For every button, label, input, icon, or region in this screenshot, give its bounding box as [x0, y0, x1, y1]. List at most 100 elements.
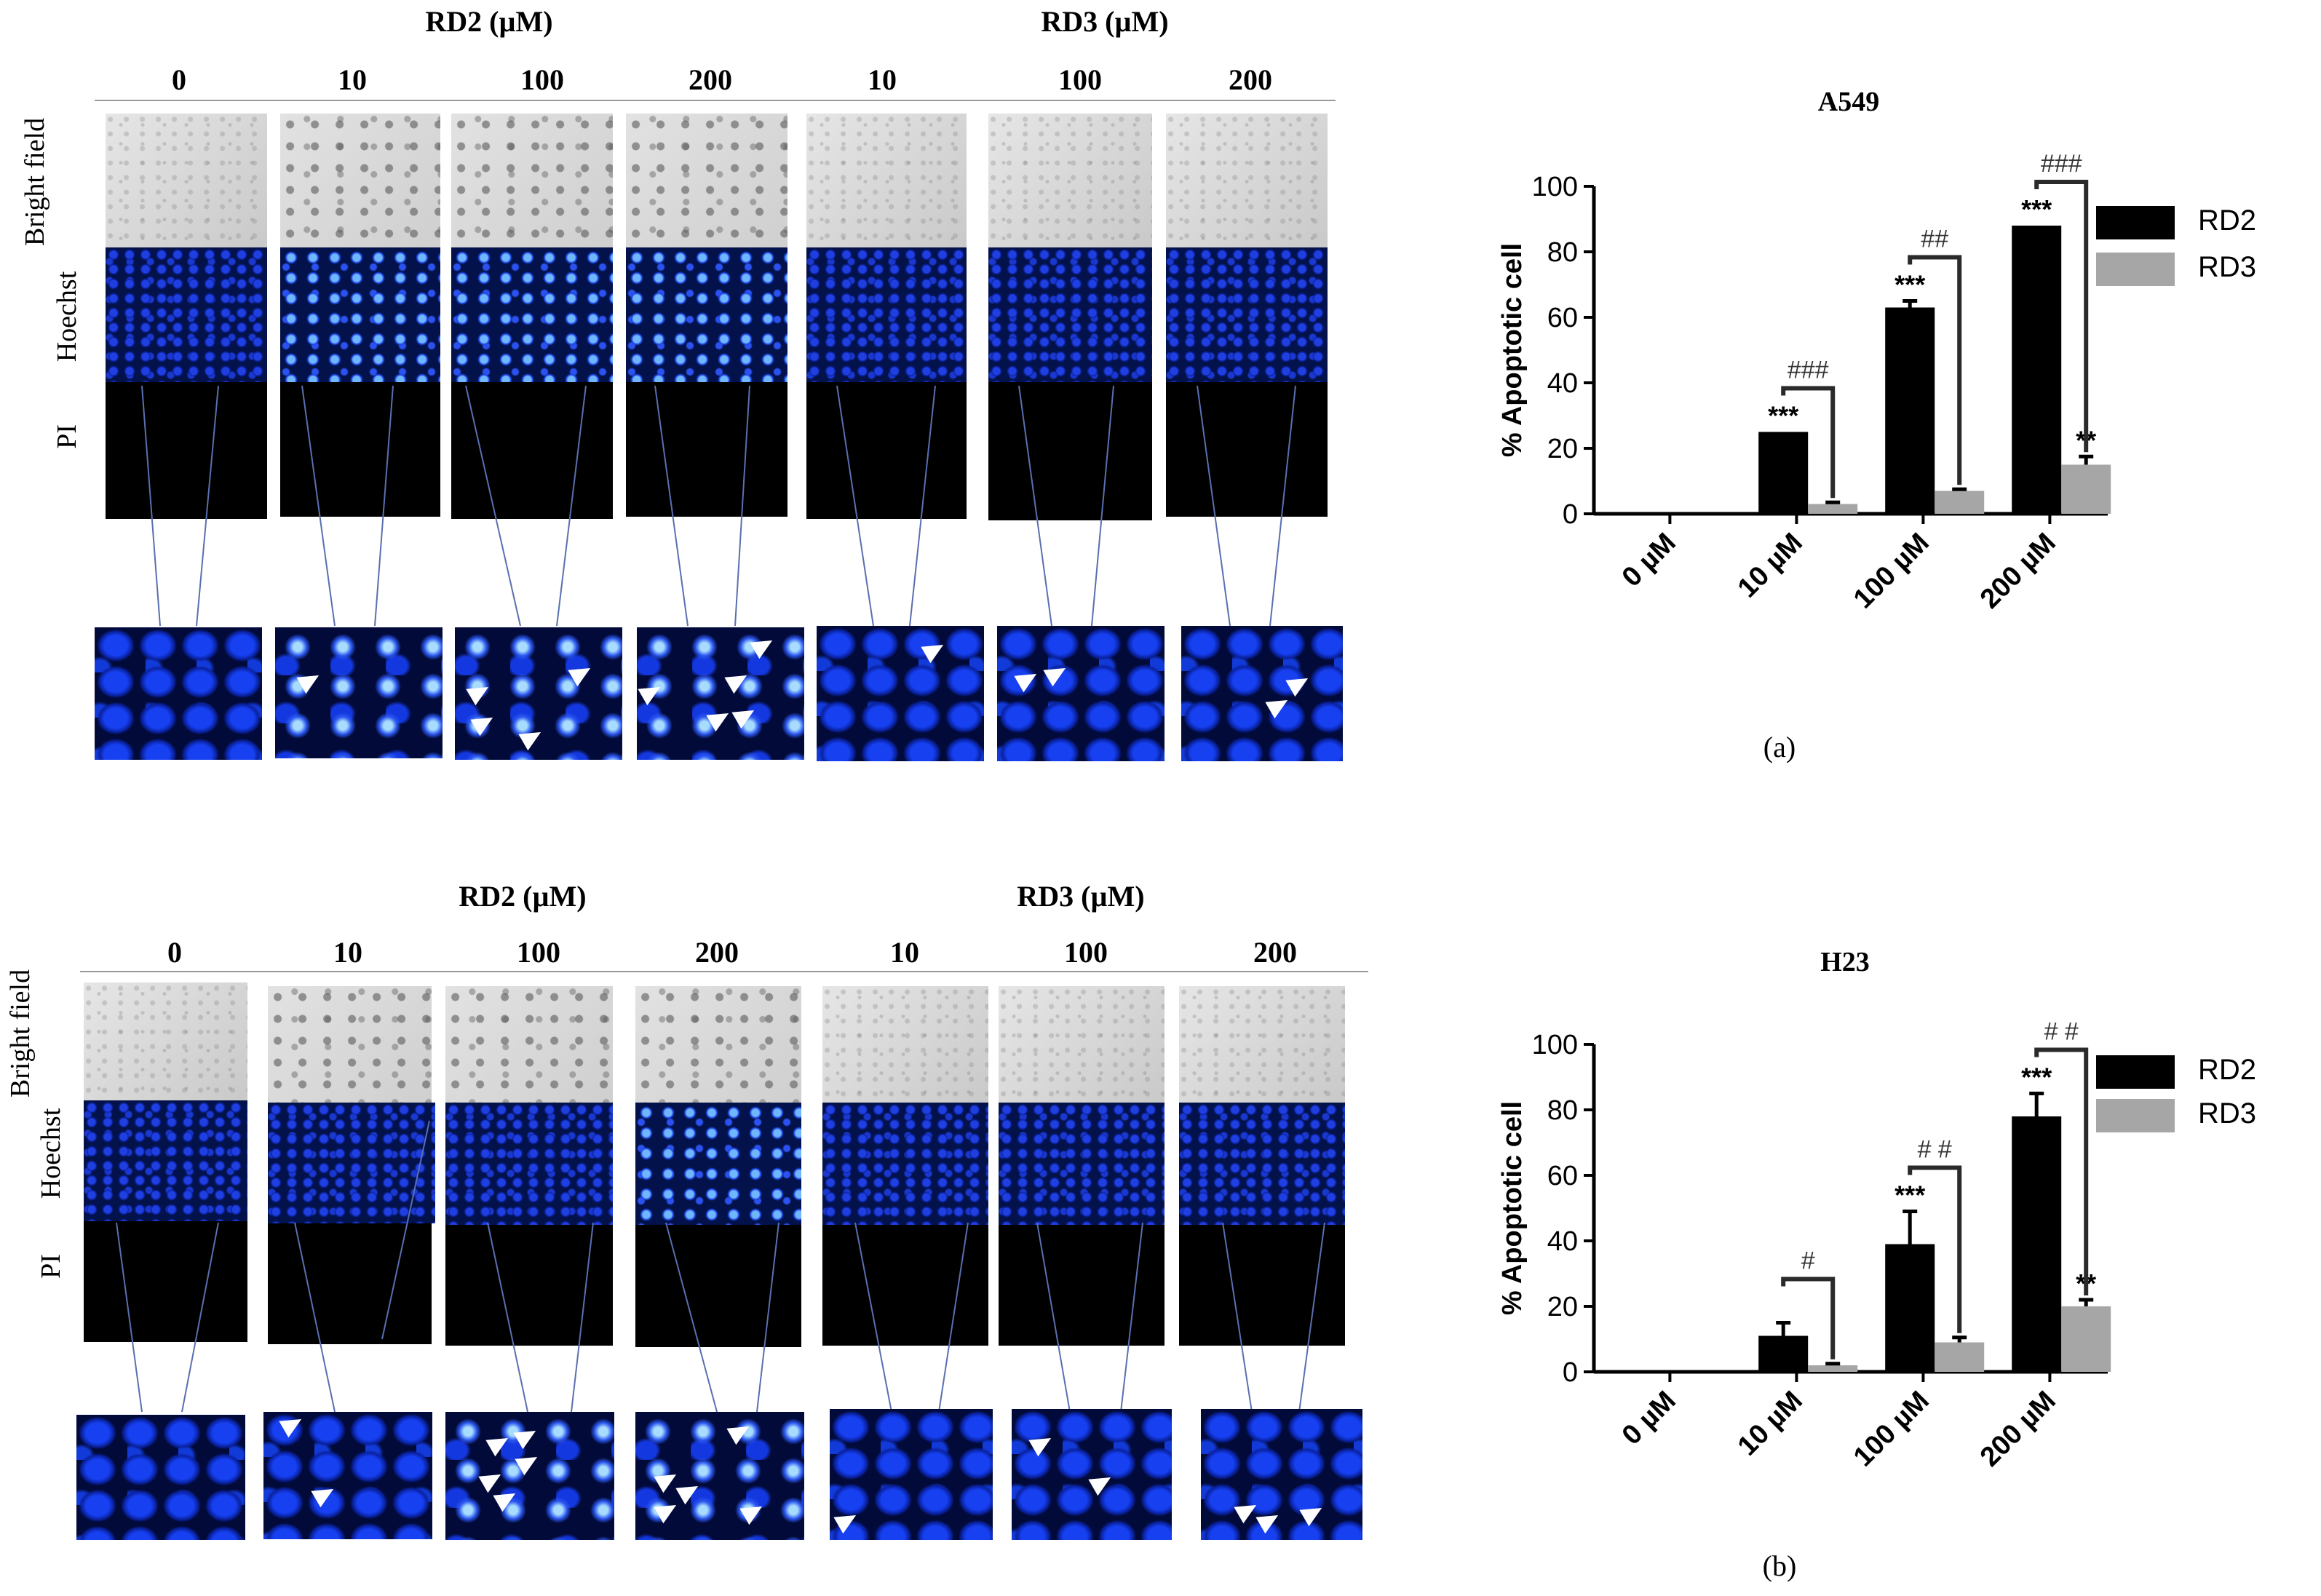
conc-label: 10: [868, 63, 897, 96]
x-tick-label: 10 µM: [1732, 528, 1809, 604]
brightfield-image: [445, 986, 613, 1103]
bar-rd2: [1758, 1335, 1809, 1372]
legend-label-rd2: RD2: [2198, 1054, 2257, 1086]
legend-label-rd2: RD2: [2198, 205, 2257, 237]
conc-label: 100: [1058, 63, 1102, 96]
legend-swatch-rd2: [2096, 206, 2175, 239]
y-tick-label: 40: [1547, 368, 1578, 399]
bar-rd2: [2012, 226, 2062, 514]
x-tick-label: 100 µM: [1848, 1386, 1935, 1473]
zoom-image: [76, 1415, 245, 1540]
significance-mark: ***: [2021, 1063, 2052, 1092]
conc-label: 200: [1229, 63, 1272, 96]
arrowhead-marker: [1299, 1499, 1327, 1527]
hoechst-image: [106, 247, 267, 382]
bar-rd2: [1758, 432, 1809, 514]
y-tick-label: 100: [1532, 172, 1578, 202]
y-axis-label: % Apoptotic cell: [1497, 243, 1528, 457]
bar-rd3: [2061, 1306, 2111, 1372]
bar-chart-a549: 0 20 40 60 80 100 % Apoptotic cell 0 µM 10 µM ***…: [1497, 150, 2111, 615]
arrowhead-marker: [726, 1418, 754, 1445]
hoechst-image: [451, 247, 613, 382]
hoechst-image: [1179, 1103, 1345, 1225]
brightfield-image: [1179, 986, 1345, 1103]
pi-image: [106, 382, 267, 519]
pi-image: [635, 1225, 801, 1347]
significance-mark: ***: [2021, 194, 2052, 224]
zoom-image: [817, 626, 984, 761]
panel-letter-b: (b): [1762, 1549, 1797, 1582]
conc-label: 10: [338, 63, 367, 96]
bracket-label: ##: [1921, 226, 1948, 253]
chart-title: H23: [1820, 947, 1870, 977]
chart-title: A549: [1817, 87, 1880, 117]
x-tick-label: 200 µM: [1975, 528, 2062, 615]
y-tick-label: 0: [1563, 1357, 1578, 1388]
y-tick-label: 40: [1547, 1226, 1578, 1257]
arrowhead-marker: [513, 1422, 541, 1450]
y-tick-label: 80: [1547, 1095, 1578, 1126]
significance-bracket: [1781, 1277, 1836, 1359]
zoom-connector-lines: [141, 385, 1296, 627]
arrowhead-marker: [485, 1429, 513, 1457]
pi-image: [822, 1225, 988, 1346]
x-tick-label: 10 µM: [1732, 1386, 1809, 1462]
conc-label: 200: [689, 63, 732, 96]
group-label-rd2: RD2 (µM): [459, 880, 587, 913]
legend-swatch-rd3: [2096, 253, 2175, 286]
legend-swatch-rd2: [2096, 1055, 2175, 1089]
zoom-image: [455, 627, 622, 760]
panel-letter-a: (a): [1763, 731, 1796, 763]
legend-label-rd3: RD3: [2198, 1097, 2257, 1129]
brightfield-image: [626, 114, 787, 247]
hoechst-image: [806, 247, 967, 382]
conc-label: 0: [172, 63, 186, 96]
pi-image: [451, 382, 613, 519]
group-label-rd2: RD2 (µM): [425, 5, 553, 38]
group-label-rd3: RD3 (µM): [1017, 880, 1145, 913]
conc-label: 100: [1064, 936, 1108, 969]
pi-image: [280, 382, 440, 517]
zoom-image: [997, 626, 1165, 761]
zoom-image: [635, 1412, 804, 1540]
legend-label-rd3: RD3: [2198, 251, 2257, 283]
hoechst-image: [988, 247, 1152, 382]
zoom-image: [95, 627, 262, 760]
pi-image: [268, 1223, 432, 1344]
y-tick-label: 0: [1563, 499, 1578, 530]
y-axis-label: % Apoptotic cell: [1497, 1101, 1528, 1315]
pi-image: [999, 1225, 1165, 1346]
bar-rd2: [2012, 1116, 2062, 1372]
hoechst-image: [822, 1103, 988, 1225]
arrowhead-marker: [654, 1496, 681, 1524]
y-tick-label: 60: [1547, 1161, 1578, 1191]
conc-label: 10: [890, 936, 919, 969]
arrowhead-marker: [739, 1498, 767, 1525]
hoechst-image: [445, 1103, 613, 1225]
pi-image: [626, 382, 787, 517]
zoom-image: [263, 1410, 432, 1539]
brightfield-image: [1166, 114, 1328, 247]
brightfield-image: [280, 114, 440, 247]
hoechst-image: [268, 1103, 435, 1223]
brightfield-image: [988, 114, 1152, 247]
x-tick-label: 0 µM: [1616, 1386, 1682, 1451]
arrowhead-marker: [833, 1506, 861, 1534]
bracket-label: # #: [2044, 1018, 2079, 1046]
zoom-image: [637, 627, 804, 760]
arrowhead-marker: [1028, 1429, 1056, 1457]
y-tick-label: 100: [1532, 1030, 1578, 1060]
significance-mark: ***: [1895, 1180, 1925, 1210]
significance-bracket: [1781, 386, 1836, 499]
y-tick-label: 20: [1547, 434, 1578, 464]
legend-swatch-rd3: [2096, 1099, 2175, 1132]
significance-bracket: [1908, 1165, 1962, 1333]
brightfield-image: [84, 982, 247, 1100]
significance-mark: ***: [1895, 270, 1925, 300]
pi-image: [988, 382, 1152, 520]
conc-label: 200: [695, 936, 739, 969]
significance-bracket: [2034, 180, 2089, 453]
pi-image: [1179, 1225, 1345, 1346]
bracket-label: # #: [1918, 1136, 1952, 1164]
group-underline: [80, 971, 1368, 972]
